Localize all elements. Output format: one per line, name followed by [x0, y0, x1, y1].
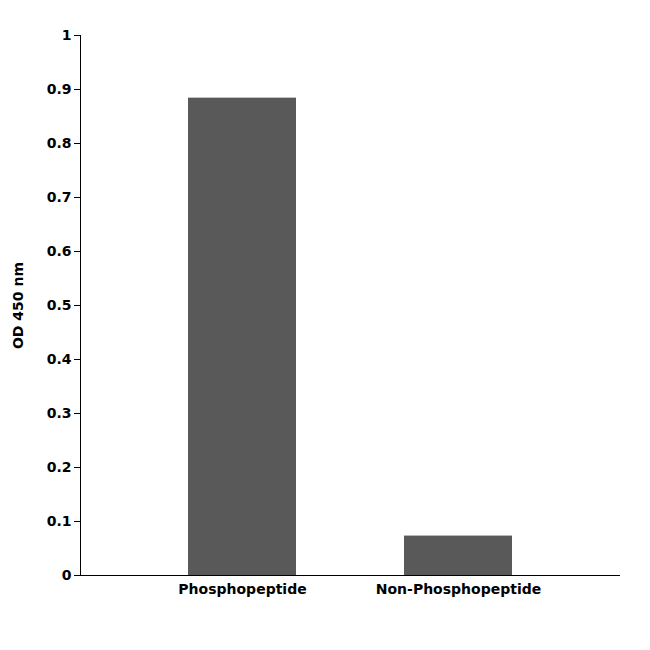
svg-text:0.7: 0.7: [47, 189, 72, 205]
svg-text:0.1: 0.1: [47, 513, 72, 529]
svg-text:Phosphopeptide: Phosphopeptide: [178, 581, 306, 597]
svg-text:OD 450 nm: OD 450 nm: [10, 262, 26, 349]
svg-text:0: 0: [62, 567, 72, 583]
svg-text:0.2: 0.2: [47, 459, 72, 475]
svg-text:0.8: 0.8: [47, 135, 72, 151]
svg-text:0.5: 0.5: [47, 297, 72, 313]
svg-text:0.9: 0.9: [47, 81, 72, 97]
svg-text:0.3: 0.3: [47, 405, 72, 421]
svg-text:1: 1: [62, 27, 72, 43]
svg-text:0.6: 0.6: [47, 243, 72, 259]
svg-text:Non-Phosphopeptide: Non-Phosphopeptide: [376, 581, 541, 597]
svg-text:0.4: 0.4: [47, 351, 72, 367]
